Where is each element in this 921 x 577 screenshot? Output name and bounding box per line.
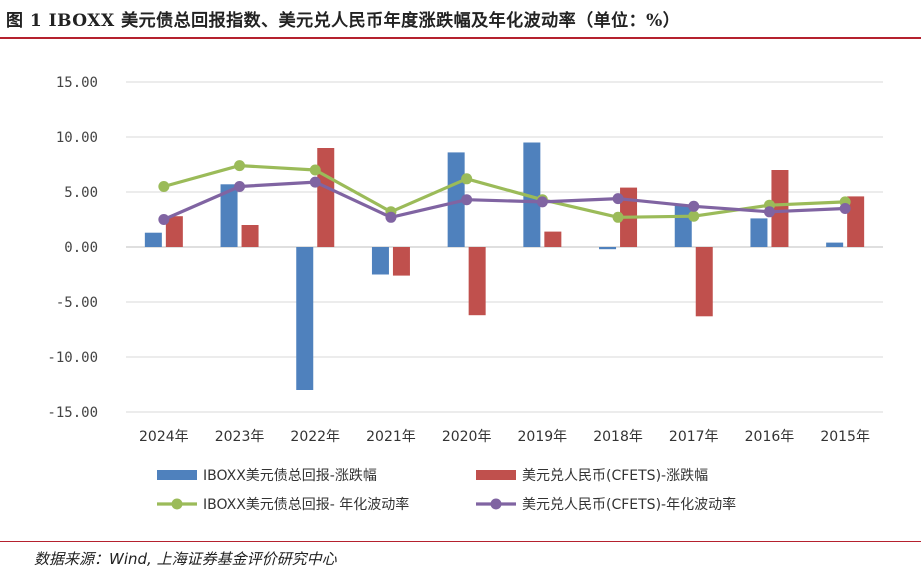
- bar: [468, 247, 486, 316]
- y-tick-label: 0.00: [64, 240, 98, 256]
- line-point: [309, 176, 321, 188]
- legend-swatch: [476, 470, 516, 480]
- bar: [674, 205, 692, 247]
- bar: [241, 225, 259, 247]
- bar: [847, 196, 865, 247]
- y-tick-label: -5.00: [56, 295, 98, 311]
- line-point: [612, 193, 624, 205]
- bar: [296, 247, 314, 390]
- line-point: [385, 211, 397, 223]
- bar: [317, 148, 335, 247]
- x-category-label: 2023年: [215, 429, 265, 445]
- bar: [220, 184, 238, 247]
- line-point: [688, 200, 700, 212]
- bar: [523, 142, 541, 247]
- line-point: [309, 164, 321, 176]
- bar: [826, 242, 844, 247]
- line-point: [461, 194, 473, 206]
- source-rule: [0, 541, 921, 542]
- legend: IBOXX美元债总回报-涨跌幅 美元兑人民币(CFETS)-涨跌幅 IBOXX美元债…: [157, 468, 736, 513]
- x-category-label: 2016年: [745, 429, 795, 445]
- y-tick-label: -10.00: [47, 350, 98, 366]
- x-category-label: 2021年: [366, 429, 416, 445]
- bar: [695, 247, 713, 317]
- series-lines: [158, 160, 851, 225]
- line-point: [612, 211, 624, 223]
- series-line: [163, 164, 846, 219]
- bar: [599, 247, 617, 250]
- line-point: [234, 181, 246, 192]
- y-tick-label: 10.00: [56, 130, 98, 146]
- legend-label: 美元兑人民币(CFETS)-涨跌幅: [522, 468, 708, 484]
- title-rule: [0, 37, 921, 39]
- bar: [144, 232, 162, 247]
- y-axis-ticks: 15.00 10.00 5.00 0.00 -5.00 -10.00 -15.00: [47, 75, 98, 421]
- line-point: [461, 173, 473, 185]
- x-category-label: 2019年: [518, 429, 568, 445]
- y-tick-label: -15.00: [47, 405, 98, 421]
- series-line: [163, 180, 846, 221]
- legend-marker: [490, 498, 502, 510]
- y-tick-label: 15.00: [56, 75, 98, 91]
- bar: [165, 216, 183, 247]
- line-point: [688, 210, 700, 222]
- line-point: [234, 160, 246, 172]
- bar: [750, 218, 768, 247]
- x-category-label: 2017年: [669, 429, 719, 445]
- legend-label: IBOXX美元债总回报- 年化波动率: [203, 496, 409, 513]
- line-point: [158, 214, 170, 225]
- bar: [771, 170, 789, 247]
- line-point: [158, 181, 170, 192]
- source-note: 数据来源：Wind, 上海证券基金评价研究中心: [34, 550, 337, 568]
- x-category-label: 2024年: [139, 429, 189, 445]
- grid-lines: [126, 81, 883, 413]
- line-point: [839, 203, 851, 214]
- line-point: [536, 196, 548, 208]
- bar: [447, 152, 465, 247]
- bar: [371, 247, 389, 275]
- bar: [544, 231, 562, 247]
- chart-title: 图 1 IBOXX 美元债总回报指数、美元兑人民币年度涨跌幅及年化波动率（单位：…: [6, 11, 681, 31]
- legend-label: 美元兑人民币(CFETS)-年化波动率: [522, 496, 736, 513]
- y-tick-label: 5.00: [64, 185, 98, 201]
- x-category-label: 2015年: [820, 429, 870, 445]
- bars: [144, 142, 865, 390]
- x-category-label: 2022年: [290, 429, 340, 445]
- legend-label: IBOXX美元债总回报-涨跌幅: [203, 468, 377, 484]
- line-point: [763, 206, 775, 218]
- x-category-label: 2018年: [593, 429, 643, 445]
- x-axis-categories: 2024年 2023年 2022年 2021年 2020年 2019年 2018年 2017年…: [139, 429, 870, 445]
- x-category-label: 2020年: [442, 429, 492, 445]
- legend-swatch: [157, 470, 197, 480]
- legend-marker: [171, 498, 183, 510]
- bar: [392, 247, 410, 276]
